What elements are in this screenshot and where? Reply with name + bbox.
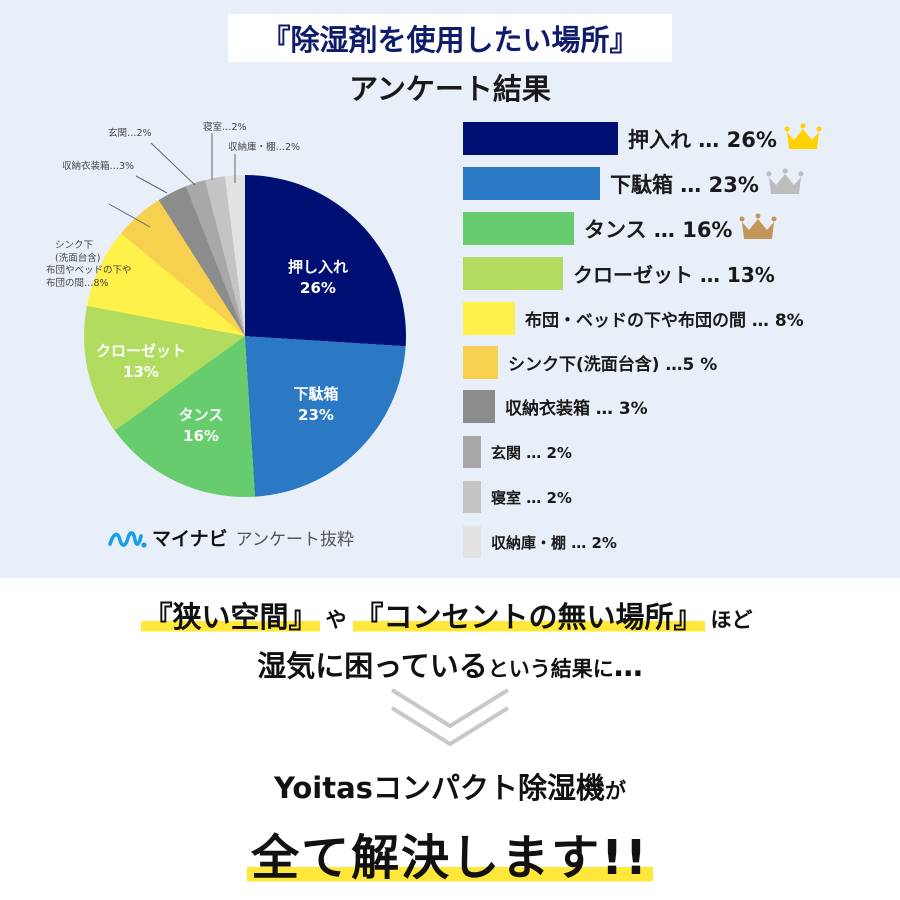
crown-silver-icon [765,168,805,200]
pie-label-value: 13% [123,363,159,381]
pie-label-tansu: タンス 16% [179,405,224,447]
callout-genkan: 玄関…2% [108,128,152,139]
legend-item: 下駄箱 … 23% [463,167,805,200]
source-note: アンケート抜粋 [235,530,354,550]
legend-color-bar [463,122,618,155]
legend-label: 下駄箱 … 23% [610,172,759,197]
legend-color-bar [463,436,481,468]
chart-subtitle: アンケート結果 [349,72,551,106]
callout-ishoubako: 収納衣装箱…3% [62,161,135,172]
down-chevron-icon [390,688,510,747]
pie-label-value: 16% [183,427,219,445]
callout-sink-line1: シンク下 [55,240,94,251]
crown-gold-icon [783,123,823,155]
legend-item: 玄関 … 2% [463,436,572,468]
pie-chart [84,175,406,497]
pie-label-closet: クローゼット 13% [96,341,186,383]
pie-label-name: クローゼット [95,342,187,360]
pie-label-oshiire: 押し入れ 26% [288,257,348,299]
pie-label-value: 23% [298,406,334,424]
highlight-no-outlet: 『コンセントの無い場所』 [352,600,705,634]
product-line: Yoitasコンパクト除湿機が [0,765,900,807]
legend-item: シンク下(洗面台含) …5 % [463,346,717,379]
source-brand: マイナビ [152,528,228,550]
legend-color-bar [463,481,481,513]
connector-ya: や [325,608,347,632]
callout-shuunouko: 収納庫・棚…2% [228,142,301,153]
legend-label: 収納庫・棚 … 2% [491,533,617,552]
message-troubled: 湿気に困っている [257,649,488,683]
callout-sink-futon: シンク下 (洗面台含) [55,240,100,265]
crown-bronze-icon [738,213,778,245]
callout-futon: 布団やベッドの下や 布団の間…8% [46,265,132,290]
callout-futon-line2: 布団の間…8% [46,277,109,289]
chart-title: 『除湿剤を使用したい場所』 [261,23,639,57]
legend-color-bar [463,212,574,245]
pie-label-name: タンス [178,406,224,424]
pie-label-name: 下駄箱 [293,385,339,403]
legend-label: 収納衣装箱 … 3% [505,399,648,419]
legend-color-bar [463,302,515,335]
message-dots: … [613,649,643,683]
legend-item: タンス … 16% [463,212,778,245]
source-credit: マイナビ アンケート抜粋 [108,524,354,551]
legend-label: クローゼット … 13% [573,263,775,287]
legend-item: 収納庫・棚 … 2% [463,526,617,558]
mynavi-logo-icon [108,530,147,548]
connector-hodo: ほど [710,608,753,632]
product-suffix: が [604,779,626,803]
callout-shinshitsu: 寝室…2% [203,122,247,133]
legend-color-bar [463,526,481,558]
legend-label: 布団・ベッドの下や布団の間 … 8% [525,311,804,331]
pie-label-getabako: 下駄箱 23% [293,384,338,426]
message-line-2: 湿気に困っているという結果に… [0,643,900,685]
product-name: Yoitasコンパクト除湿機 [274,771,605,805]
legend-label: 押入れ … 26% [628,127,777,152]
legend-item: クローゼット … 13% [463,257,775,290]
callout-sink-line2: (洗面台含) [55,252,101,264]
message-line-1: 『狭い空間』や『コンセントの無い場所』 ほど [0,594,900,636]
legend-label: タンス … 16% [584,217,733,242]
legend-item: 押入れ … 26% [463,122,823,155]
legend-label: 寝室 … 2% [491,488,572,507]
final-claim: 全て解決します!! [0,818,900,888]
legend-item: 寝室 … 2% [463,481,572,513]
pie-label-value: 26% [300,279,336,297]
final-claim-text: 全て解決します!! [247,830,653,886]
callout-futon-line1: 布団やベッドの下や [46,265,132,276]
legend-item: 収納衣装箱 … 3% [463,390,648,423]
chart-title-box: 『除湿剤を使用したい場所』 [228,14,672,62]
legend-label: 玄関 … 2% [491,443,572,462]
legend-color-bar [463,390,495,423]
legend-color-bar [463,257,563,290]
survey-panel: 『除湿剤を使用したい場所』 アンケート結果 押し入れ 26% 下駄箱 23% タ… [0,0,900,578]
pie-label-name: 押し入れ [287,258,349,276]
callout-leader-lines [108,133,236,228]
legend-label: シンク下(洗面台含) …5 % [508,355,718,375]
highlight-narrow-space: 『狭い空間』 [141,600,320,634]
legend-item: 布団・ベッドの下や布団の間 … 8% [463,302,804,335]
legend-color-bar [463,167,600,200]
message-result: という結果に [487,657,614,681]
legend-color-bar [463,346,498,379]
